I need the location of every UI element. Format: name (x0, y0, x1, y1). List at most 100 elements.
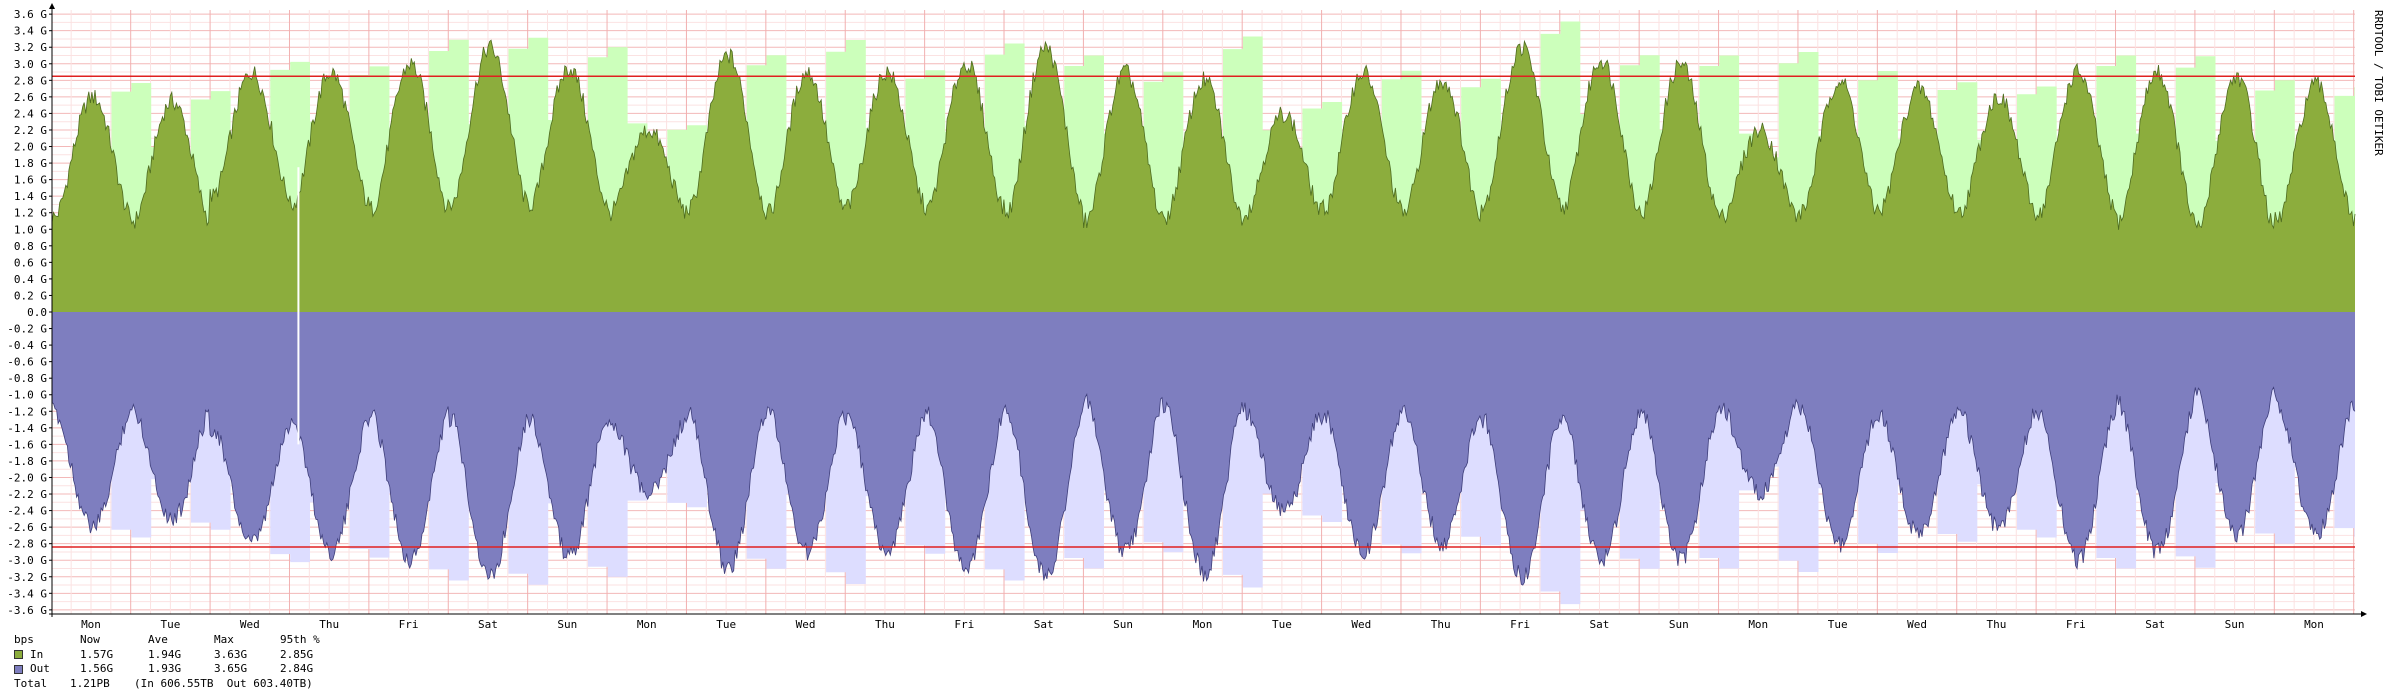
x-tick-label: Fri (1510, 618, 1530, 631)
in-swatch-icon (14, 650, 23, 660)
y-tick-label: 0.4 G (14, 273, 47, 286)
legend-in-ave: 1.94G (148, 647, 182, 661)
x-tick-label: Tue (1272, 618, 1292, 631)
legend-total: Total 1.21PB (In 606.55TB Out 603.40TB) (14, 677, 350, 692)
y-tick-label: -2.2 G (7, 488, 47, 501)
y-tick-label: -3.6 G (7, 604, 47, 617)
x-tick-label: Tue (716, 618, 736, 631)
y-tick-label: 1.4 G (14, 190, 47, 203)
x-tick-label: Sun (1113, 618, 1133, 631)
y-tick-label: 3.0 G (14, 58, 47, 71)
y-tick-label: -0.8 G (7, 372, 47, 385)
out-area (52, 312, 2355, 586)
x-tick-label: Wed (1907, 618, 1927, 631)
x-tick-label: Mon (637, 618, 657, 631)
y-tick-label: -2.0 G (7, 471, 47, 484)
y-tick-label: 3.4 G (14, 25, 47, 38)
x-tick-label: Fri (399, 618, 419, 631)
x-tick-label: Sun (557, 618, 577, 631)
out-swatch-icon (14, 664, 23, 674)
legend-total-detail: (In 606.55TB Out 603.40TB) (134, 676, 313, 690)
legend-out-now: 1.56G (80, 662, 114, 675)
y-tick-label: 2.6 G (14, 91, 47, 104)
rrdtool-label: RRDTOOL / TOBI OETIKER (2372, 10, 2385, 156)
x-tick-label: Mon (1193, 618, 1213, 631)
legend-out-ave: 1.93G (148, 662, 182, 675)
x-tick-label: Fri (954, 618, 974, 631)
y-axis-ticks: 3.6 G 3.4 G 3.2 G 3.0 G 2.8 G 2.6 G 2.4 G 2.2 G… (7, 8, 52, 617)
x-tick-label: Thu (1431, 618, 1451, 631)
y-tick-label: 2.4 G (14, 107, 47, 120)
x-tick-label: Thu (1986, 618, 2006, 631)
x-tick-label: Fri (2066, 618, 2086, 631)
y-tick-label: 0.0 (27, 306, 47, 319)
legend-header: bps Now Ave Max 95th % (14, 633, 350, 648)
y-tick-label: 1.2 G (14, 207, 47, 220)
x-tick-label: Sat (2145, 618, 2165, 631)
y-tick-label: -1.6 G (7, 438, 47, 451)
legend-in-label: In (30, 647, 44, 661)
y-tick-label: 1.0 G (14, 223, 47, 236)
legend-ave-header: Ave (148, 633, 168, 646)
y-tick-label: 2.0 G (14, 141, 47, 154)
in-area (52, 40, 2355, 312)
y-tick-label: 3.6 G (14, 8, 47, 21)
legend-unit: bps (14, 633, 34, 646)
legend-now-header: Now (80, 633, 100, 646)
y-tick-label: -1.0 G (7, 389, 47, 402)
x-tick-label: Thu (319, 618, 339, 631)
out-line (51, 386, 2356, 586)
x-axis-ticks: Mon Tue Wed Thu Fri Sat Sun Mon Tue Wed Thu Fri Sat S… (81, 618, 2324, 631)
x-tick-label: Wed (1351, 618, 1371, 631)
legend-p95-header: 95th % (280, 633, 320, 646)
x-tick-label: Tue (160, 618, 180, 631)
legend: bps Now Ave Max 95th % In 1.57G 1.94G 3.… (14, 633, 350, 691)
y-tick-label: 1.8 G (14, 157, 47, 170)
traffic-areas (51, 39, 2356, 586)
x-tick-label: Tue (1828, 618, 1848, 631)
y-tick-label: -3.4 G (7, 587, 47, 600)
x-tick-label: Mon (1748, 618, 1768, 631)
y-tick-label: -3.0 G (7, 554, 47, 567)
x-tick-label: Wed (796, 618, 816, 631)
legend-in-p95: 2.85G (280, 647, 314, 661)
x-tick-label: Sun (2225, 618, 2245, 631)
y-tick-label: 2.8 G (14, 74, 47, 87)
legend-total-value: 1.21PB (70, 676, 110, 690)
legend-in-now: 1.57G (80, 647, 114, 661)
x-tick-label: Thu (875, 618, 895, 631)
y-tick-label: -0.2 G (7, 323, 47, 336)
legend-row-in: In 1.57G 1.94G 3.63G 2.85G (14, 648, 350, 663)
y-tick-label: -1.8 G (7, 455, 47, 468)
y-tick-label: 0.8 G (14, 240, 47, 253)
legend-out-max: 3.65G (214, 662, 248, 675)
y-tick-label: -3.2 G (7, 571, 47, 584)
y-tick-label: -0.4 G (7, 339, 47, 352)
y-tick-label: -1.2 G (7, 405, 47, 418)
x-axis-arrow-icon (2361, 611, 2367, 617)
y-axis-arrow-icon (49, 3, 55, 9)
legend-row-out: Out 1.56G 1.93G 3.65G 2.84G (14, 662, 350, 677)
x-tick-label: Sun (1669, 618, 1689, 631)
legend-max-header: Max (214, 633, 234, 646)
x-tick-label: Sat (1590, 618, 1610, 631)
y-tick-label: 0.6 G (14, 256, 47, 269)
data-gap (297, 167, 300, 445)
y-tick-label: -2.6 G (7, 521, 47, 534)
x-tick-label: Wed (240, 618, 260, 631)
legend-in-max: 3.63G (214, 647, 248, 661)
y-tick-label: 3.2 G (14, 41, 47, 54)
x-tick-label: Sat (1034, 618, 1054, 631)
legend-out-p95: 2.84G (280, 662, 314, 675)
y-tick-label: -0.6 G (7, 356, 47, 369)
y-tick-label: 0.2 G (14, 289, 47, 302)
x-tick-label: Mon (81, 618, 101, 631)
y-tick-label: 2.2 G (14, 124, 47, 137)
x-tick-label: Sat (478, 618, 498, 631)
x-tick-label: Mon (2304, 618, 2324, 631)
in-line (51, 39, 2356, 230)
y-tick-label: 1.6 G (14, 174, 47, 187)
y-tick-label: -2.8 G (7, 538, 47, 551)
y-tick-label: -2.4 G (7, 505, 47, 518)
